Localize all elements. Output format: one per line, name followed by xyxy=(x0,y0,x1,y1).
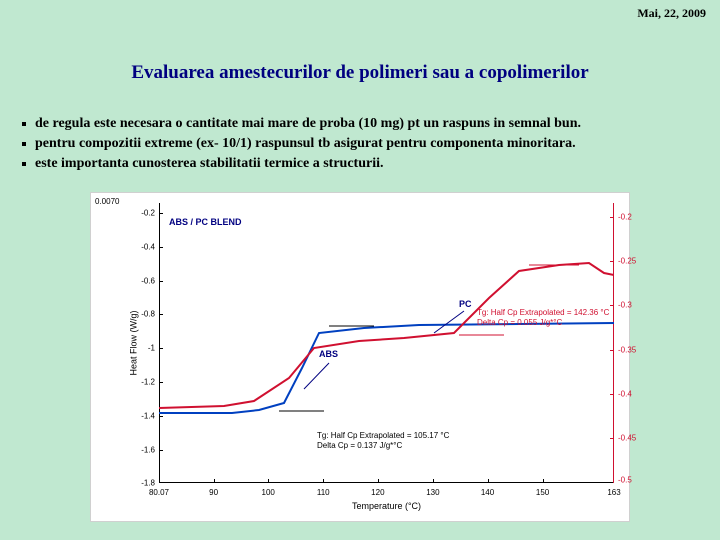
ytick-left: -1.4 xyxy=(121,412,155,421)
bullet-dot-icon xyxy=(22,122,26,126)
xtick: 100 xyxy=(262,488,275,497)
bullet-list: de regula este necesara o cantitate mai … xyxy=(22,115,698,175)
bullet-text: pentru compozitii extreme (ex- 10/1) ras… xyxy=(35,135,576,153)
xtick: 140 xyxy=(481,488,494,497)
series-pc xyxy=(159,263,614,408)
chart-inline-title: ABS / PC BLEND xyxy=(169,217,242,227)
x-axis-label: Temperature (°C) xyxy=(159,501,614,511)
xtick: 150 xyxy=(536,488,549,497)
ytick-left: -0.4 xyxy=(121,242,155,251)
bullet-dot-icon xyxy=(22,162,26,166)
ytick-right: -0.25 xyxy=(618,257,648,266)
ytick-right: -0.4 xyxy=(618,389,648,398)
list-item: pentru compozitii extreme (ex- 10/1) ras… xyxy=(22,135,698,153)
top-left-value: 0.0070 xyxy=(95,197,119,206)
dsc-chart: 0.0070 -0.2 -0.4 -0.6 -0.8 -1 -1.2 -1.4 … xyxy=(90,192,630,522)
xtick: 110 xyxy=(317,488,330,497)
ytick-left: -1.6 xyxy=(121,445,155,454)
date-label: Mai, 22, 2009 xyxy=(637,6,706,21)
plot-area: -0.2 -0.4 -0.6 -0.8 -1 -1.2 -1.4 -1.6 -1… xyxy=(159,203,614,483)
page-title: Evaluarea amestecurilor de polimeri sau … xyxy=(0,62,720,84)
ytick-right: -0.35 xyxy=(618,345,648,354)
ytick-left: -1.8 xyxy=(121,479,155,488)
series-abs xyxy=(159,323,614,413)
xtick: 120 xyxy=(371,488,384,497)
xtick: 80.07 xyxy=(149,488,169,497)
ytick-right: -0.5 xyxy=(618,476,648,485)
y-axis-left-label: Heat Flow (W/g) xyxy=(129,310,139,375)
xtick: 130 xyxy=(426,488,439,497)
ytick-left: -0.2 xyxy=(121,208,155,217)
ytick-right: -0.45 xyxy=(618,434,648,443)
ytick-left: -0.6 xyxy=(121,276,155,285)
series-label-abs: ABS xyxy=(319,349,338,359)
ytick-right: -0.2 xyxy=(618,213,648,222)
ytick-left: -1.2 xyxy=(121,378,155,387)
bullet-dot-icon xyxy=(22,142,26,146)
bullet-text: este importanta cunosterea stabilitatii … xyxy=(35,155,384,173)
bullet-text: de regula este necesara o cantitate mai … xyxy=(35,115,581,133)
list-item: de regula este necesara o cantitate mai … xyxy=(22,115,698,133)
annotation-abs: Tg: Half Cp Extrapolated = 105.17 °C Del… xyxy=(317,431,449,451)
xtick: 163 xyxy=(607,488,620,497)
annotation-pc: Tg: Half Cp Extrapolated = 142.36 °C Del… xyxy=(477,308,609,328)
ytick-right: -0.3 xyxy=(618,301,648,310)
xtick: 90 xyxy=(209,488,218,497)
series-label-pc: PC xyxy=(459,299,472,309)
list-item: este importanta cunosterea stabilitatii … xyxy=(22,155,698,173)
